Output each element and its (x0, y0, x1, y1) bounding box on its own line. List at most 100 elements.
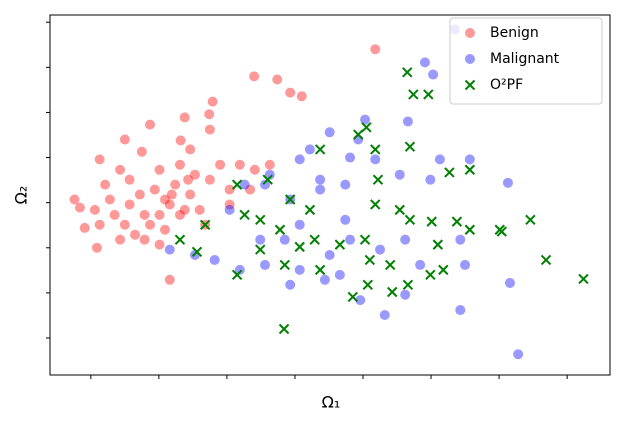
point (400, 289, 411, 300)
point (423, 89, 434, 100)
plot-frame (49, 14, 611, 376)
point (304, 204, 316, 216)
point (460, 259, 471, 270)
point (199, 219, 211, 230)
point (255, 214, 266, 226)
point (578, 273, 589, 285)
point (215, 159, 226, 170)
point (294, 219, 305, 230)
point (149, 184, 160, 195)
point (394, 204, 405, 216)
point (231, 179, 243, 190)
point (340, 179, 351, 190)
point (204, 109, 215, 120)
point (204, 174, 215, 185)
point (74, 202, 85, 213)
point (402, 279, 414, 290)
point (164, 244, 175, 255)
point (278, 323, 290, 335)
point (319, 274, 330, 285)
point (455, 305, 466, 316)
point (260, 179, 271, 190)
point (94, 154, 105, 165)
point (94, 219, 105, 230)
point (154, 209, 165, 220)
point (89, 204, 100, 215)
point (239, 179, 250, 190)
point (404, 214, 416, 226)
point (154, 164, 165, 175)
point (134, 189, 145, 200)
point (164, 199, 175, 210)
point (245, 184, 256, 195)
point (408, 89, 419, 100)
point (130, 229, 141, 240)
point (375, 244, 386, 255)
point (502, 177, 513, 188)
point (194, 204, 205, 215)
point (119, 219, 130, 230)
point (353, 134, 364, 145)
point (179, 112, 190, 123)
legend-marker (465, 54, 475, 64)
point (159, 194, 170, 205)
point (124, 199, 135, 210)
point (428, 69, 439, 80)
point (345, 234, 356, 245)
point (139, 209, 150, 220)
point (159, 224, 170, 235)
point (239, 209, 250, 221)
legend-box (449, 17, 603, 105)
point (444, 167, 455, 178)
point (426, 216, 437, 227)
point (296, 91, 307, 102)
point (372, 174, 384, 185)
point (525, 214, 536, 226)
point (315, 184, 326, 195)
point (404, 141, 416, 152)
point (353, 129, 364, 140)
point (79, 222, 90, 233)
point (174, 234, 186, 245)
point (164, 274, 175, 285)
point (434, 154, 445, 165)
point (104, 194, 115, 205)
legend-label: Malignant (490, 51, 560, 67)
point (115, 234, 126, 245)
point (402, 67, 413, 78)
point (262, 174, 273, 185)
point (249, 71, 260, 82)
point (279, 234, 290, 245)
point (174, 209, 185, 220)
legend-label: Benign (490, 25, 539, 41)
point (314, 264, 326, 276)
legend-marker (465, 28, 475, 38)
point (464, 164, 476, 175)
point (379, 310, 390, 320)
point (370, 199, 381, 210)
point (464, 154, 475, 165)
point (340, 214, 351, 225)
point (91, 242, 102, 253)
point (119, 134, 130, 145)
point (260, 259, 271, 270)
point (425, 269, 436, 281)
point (100, 179, 111, 190)
point (285, 87, 296, 98)
point (264, 169, 275, 180)
y-axis-label: Ω₂ (12, 186, 31, 205)
x-axis-label: Ω₁ (322, 393, 341, 412)
point (419, 57, 430, 68)
point (324, 127, 335, 138)
point (183, 174, 194, 185)
point (204, 124, 215, 135)
point (249, 164, 260, 175)
point (370, 44, 381, 55)
point (185, 144, 196, 155)
point (294, 154, 305, 165)
point (115, 164, 126, 175)
point (124, 174, 135, 185)
point (69, 194, 80, 205)
point (315, 174, 326, 185)
point (370, 154, 381, 165)
